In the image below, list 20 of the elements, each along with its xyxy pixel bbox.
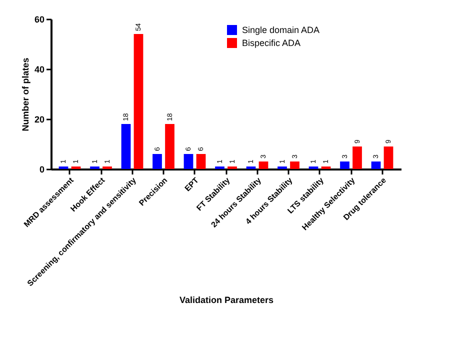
bar [196,154,206,169]
y-tick-label: 0 [39,164,44,174]
bar [340,162,350,169]
legend-label: Single domain ADA [242,25,320,35]
bar [134,34,144,169]
y-axis-title: Number of plates [20,58,30,132]
bar [384,146,394,169]
bar [371,162,381,169]
bar [184,154,194,169]
bar [258,162,268,169]
legend-label: Bispecific ADA [242,38,301,48]
bar [165,124,174,169]
bar [152,154,162,169]
y-tick-label: 60 [34,14,44,24]
bar [352,146,362,169]
bar [121,124,131,169]
y-tick-label: 20 [34,114,44,124]
x-axis-title: Validation Parameters [179,295,274,306]
y-tick-label: 40 [34,64,44,74]
bar [290,162,300,169]
